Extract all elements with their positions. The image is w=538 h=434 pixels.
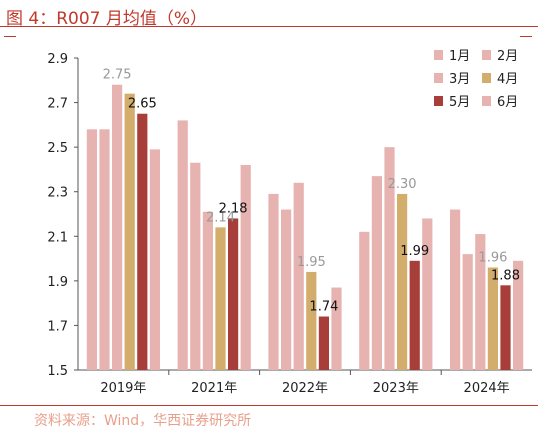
source-divider	[0, 405, 538, 406]
bar	[331, 287, 342, 370]
data-label: 2.18	[219, 201, 248, 216]
data-label: 1.88	[491, 268, 520, 283]
bar	[462, 254, 473, 370]
legend-label: 1月	[449, 49, 470, 64]
data-label: 2.14	[206, 210, 235, 225]
x-tick-label: 2021年	[191, 381, 237, 396]
bar	[228, 218, 239, 370]
data-label: 1.96	[478, 250, 507, 265]
data-label: 2.65	[128, 97, 157, 112]
legend-swatch	[482, 96, 491, 106]
bar	[202, 211, 213, 370]
bar	[475, 234, 486, 370]
y-tick-label: 1.5	[47, 364, 68, 379]
bar	[268, 193, 279, 370]
y-tick-label: 2.1	[47, 230, 68, 245]
title-dash-right	[520, 36, 532, 37]
bar	[215, 227, 226, 370]
data-label: 1.99	[400, 244, 429, 259]
y-tick-label: 1.9	[47, 275, 68, 290]
bar	[318, 316, 329, 370]
data-label: 2.30	[388, 177, 417, 192]
x-tick-label: 2024年	[464, 381, 510, 396]
legend-swatch	[482, 73, 491, 83]
bar	[190, 162, 201, 370]
bar	[359, 231, 370, 370]
x-tick-label: 2023年	[373, 381, 419, 396]
legend-swatch	[434, 73, 443, 83]
legend-swatch	[482, 50, 491, 60]
data-label: 2.75	[103, 68, 132, 83]
legend-label: 2月	[497, 49, 518, 64]
y-tick-label: 2.3	[47, 186, 68, 201]
bar	[450, 209, 461, 370]
bar	[137, 113, 148, 370]
y-tick-label: 2.5	[47, 141, 68, 156]
bar	[384, 147, 395, 370]
y-tick-label: 2.9	[47, 52, 68, 67]
title-divider	[0, 26, 538, 27]
legend-swatch	[434, 96, 443, 106]
bar	[371, 176, 382, 370]
x-tick-label: 2019年	[100, 381, 146, 396]
bar	[99, 129, 110, 370]
data-label: 1.95	[297, 255, 326, 270]
y-tick-label: 1.7	[47, 319, 68, 334]
y-tick-label: 2.7	[47, 97, 68, 112]
bar	[86, 129, 97, 370]
bar	[149, 149, 160, 370]
bar	[422, 218, 433, 370]
data-label: 1.74	[309, 300, 338, 315]
bar	[177, 120, 188, 371]
bar	[306, 271, 317, 370]
title-dash-left	[4, 36, 16, 37]
legend-label: 6月	[497, 95, 518, 110]
source-note: 资料来源：Wind，华西证券研究所	[34, 413, 252, 429]
legend-swatch	[434, 50, 443, 60]
bar	[281, 209, 292, 370]
bar	[293, 182, 304, 370]
bar	[124, 93, 135, 371]
chart-title: 图 4：R007 月均值（%）	[6, 9, 208, 29]
bar	[409, 260, 420, 370]
bar	[240, 164, 251, 370]
bar	[487, 267, 498, 370]
bar	[500, 285, 511, 370]
x-tick-label: 2022年	[282, 381, 328, 396]
bar	[513, 260, 524, 370]
bar	[397, 193, 408, 370]
bar	[112, 84, 123, 370]
legend-label: 5月	[449, 95, 470, 110]
legend-label: 3月	[449, 72, 470, 87]
legend-label: 4月	[497, 72, 518, 87]
